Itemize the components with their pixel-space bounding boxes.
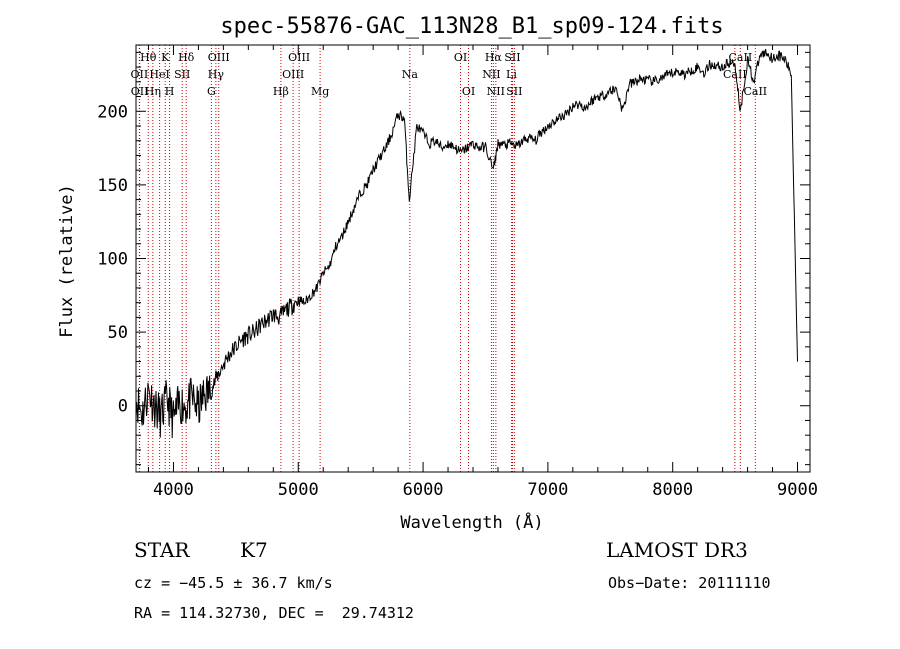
x-axis-ticks: 4000 5000 6000 7000 8000 9000	[147, 45, 818, 500]
line-label: OIII	[282, 68, 304, 81]
x-tick-label: 5000	[278, 480, 319, 500]
y-tick-label: 150	[97, 176, 128, 196]
line-label: G	[207, 85, 216, 98]
line-label: OI	[462, 85, 475, 98]
y-tick-label: 0	[118, 397, 128, 417]
line-label: SII	[174, 68, 190, 81]
line-label: H	[165, 85, 175, 98]
y-axis-label: Flux (relative)	[57, 184, 77, 338]
survey-name: LAMOST DR3	[606, 538, 748, 562]
y-tick-label: 200	[97, 102, 128, 122]
object-class: STAR	[134, 538, 190, 562]
object-subclass: K7	[240, 538, 268, 562]
x-tick-label: 9000	[777, 480, 818, 500]
x-tick-label: 7000	[527, 480, 568, 500]
line-label: K	[161, 51, 170, 64]
x-tick-label: 8000	[652, 480, 693, 500]
line-label: OII	[131, 68, 149, 81]
x-axis-label: Wavelength (Å)	[400, 511, 543, 533]
line-label: NII	[487, 85, 505, 98]
line-label: HeI	[149, 68, 169, 81]
line-label: Li	[506, 68, 517, 81]
line-label: CaII	[729, 51, 753, 64]
line-label: SII	[506, 85, 522, 98]
line-label: OII	[131, 85, 149, 98]
line-label: OI	[454, 51, 467, 64]
line-label: OIII	[288, 51, 310, 64]
line-label: Hα	[485, 51, 503, 64]
line-label: CaII	[723, 68, 747, 81]
line-label: OIII	[208, 51, 230, 64]
x-tick-label: 6000	[403, 480, 444, 500]
line-label: NII	[482, 68, 500, 81]
spectral-line-markers	[138, 45, 756, 472]
line-label: Na	[402, 68, 419, 81]
line-label: CaII	[743, 85, 767, 98]
y-tick-label: 100	[97, 250, 128, 270]
line-label: Hη	[145, 85, 161, 98]
line-label: Hθ	[140, 51, 157, 64]
x-tick-label: 4000	[153, 480, 194, 500]
line-label: Mg	[311, 85, 329, 98]
redshift-velocity: cz = −45.5 ± 36.7 km/s	[134, 574, 333, 592]
y-axis-ticks: 0 50 100 150 200	[97, 51, 810, 466]
y-tick-label: 50	[108, 323, 128, 343]
line-label: SII	[504, 51, 520, 64]
line-label: Hδ	[178, 51, 195, 64]
coordinates: RA = 114.32730, DEC = 29.74312	[134, 604, 414, 622]
observation-date: Obs−Date: 20111110	[608, 574, 771, 592]
spectrum-line	[135, 48, 798, 439]
line-label: Hβ	[273, 85, 289, 98]
line-label: Hγ	[208, 68, 225, 81]
plot-frame	[135, 44, 811, 473]
chart-title: spec-55876-GAC_113N28_B1_sp09-124.fits	[220, 14, 723, 39]
